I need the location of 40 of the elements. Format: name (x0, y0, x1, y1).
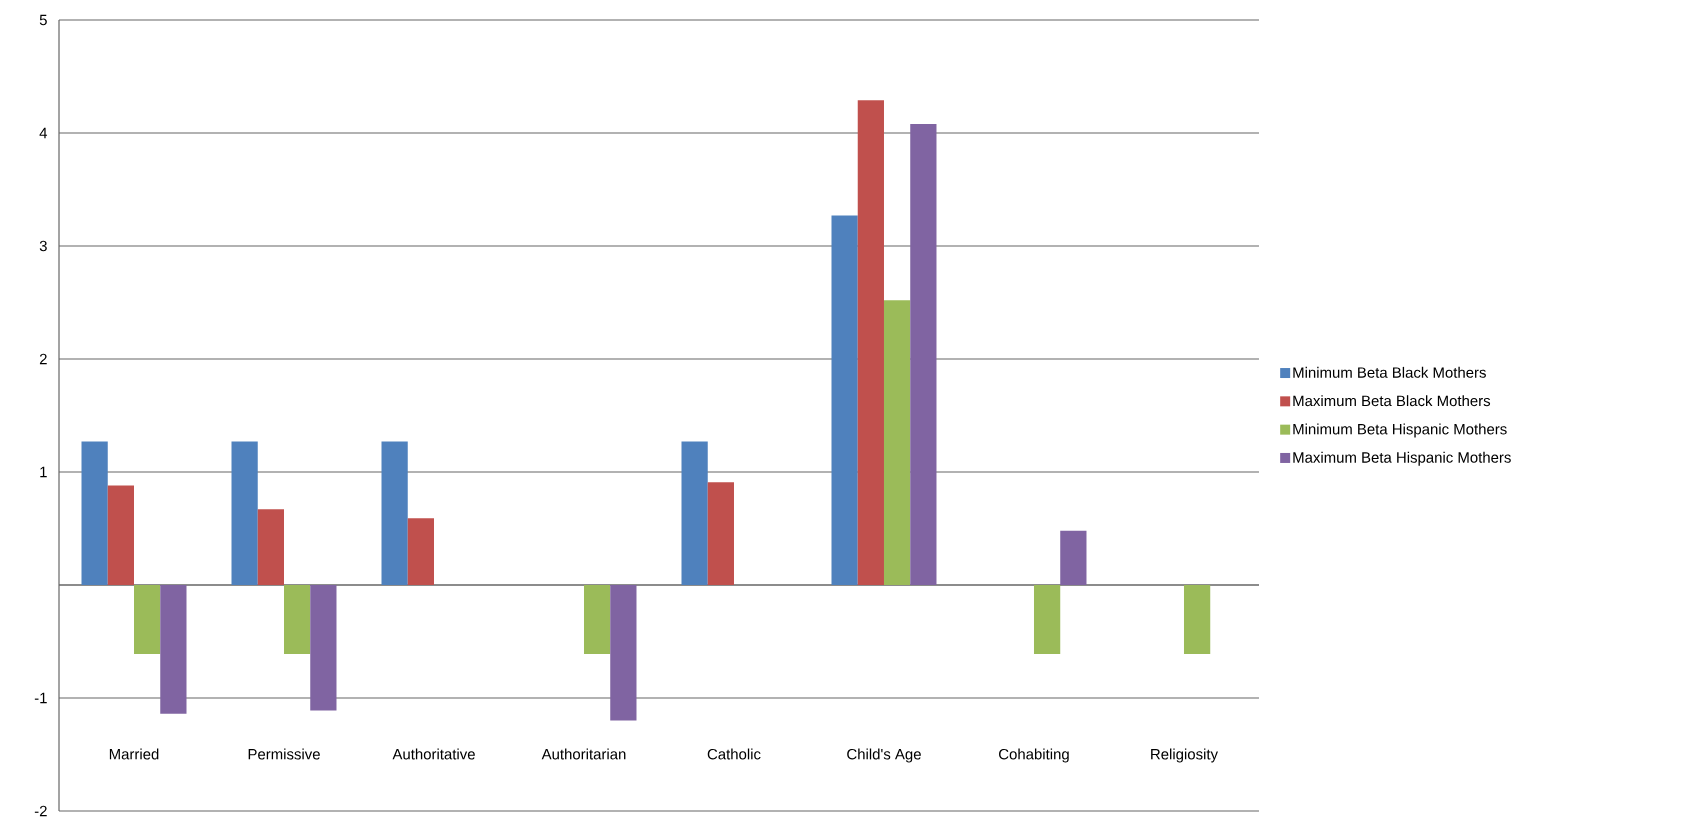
y-tick-label: 1 (40, 466, 47, 478)
x-tick-label: Permissive (248, 748, 320, 760)
bar (910, 123, 937, 585)
x-tick-label: Religiosity (1151, 748, 1218, 763)
bar (81, 441, 108, 585)
x-tick-label: Catholic (707, 748, 761, 760)
legend-label: Minimum Beta Hispanic Mothers (1293, 423, 1507, 438)
legend-label: Maximum Beta Hispanic Mothers (1293, 451, 1511, 466)
y-tick-label: 4 (39, 127, 48, 139)
bar (160, 585, 187, 714)
bar (407, 518, 434, 585)
bar (134, 585, 161, 654)
x-tick-label: Cohabiting (999, 748, 1069, 763)
y-tick-label: 2 (39, 353, 47, 365)
bar (583, 585, 611, 654)
x-tick-label: Authoritative (392, 748, 475, 760)
y-tick-label: -2 (34, 805, 47, 817)
bar (831, 215, 858, 585)
bar (381, 441, 408, 585)
bar (610, 585, 637, 721)
bar (707, 482, 734, 585)
bar (310, 585, 337, 711)
x-tick-label: Child's Age (847, 748, 921, 763)
bar (284, 585, 311, 654)
bar (1183, 585, 1211, 654)
bar (107, 485, 134, 585)
bar (231, 441, 258, 585)
x-tick-label: Authoritarian (541, 748, 626, 760)
bar (1060, 530, 1087, 585)
bar (1033, 585, 1061, 654)
legend-label: Maximum Beta Black Mothers (1293, 395, 1491, 407)
y-tick-label: -1 (34, 692, 47, 704)
bar (857, 100, 884, 585)
bar (257, 509, 284, 585)
y-tick-label: 3 (39, 240, 47, 252)
y-tick-label: 5 (39, 14, 47, 26)
x-tick-label: Married (109, 748, 159, 760)
bar (883, 300, 911, 585)
bar (681, 441, 708, 585)
legend-label: Minimum Beta Black Mothers (1293, 366, 1486, 378)
